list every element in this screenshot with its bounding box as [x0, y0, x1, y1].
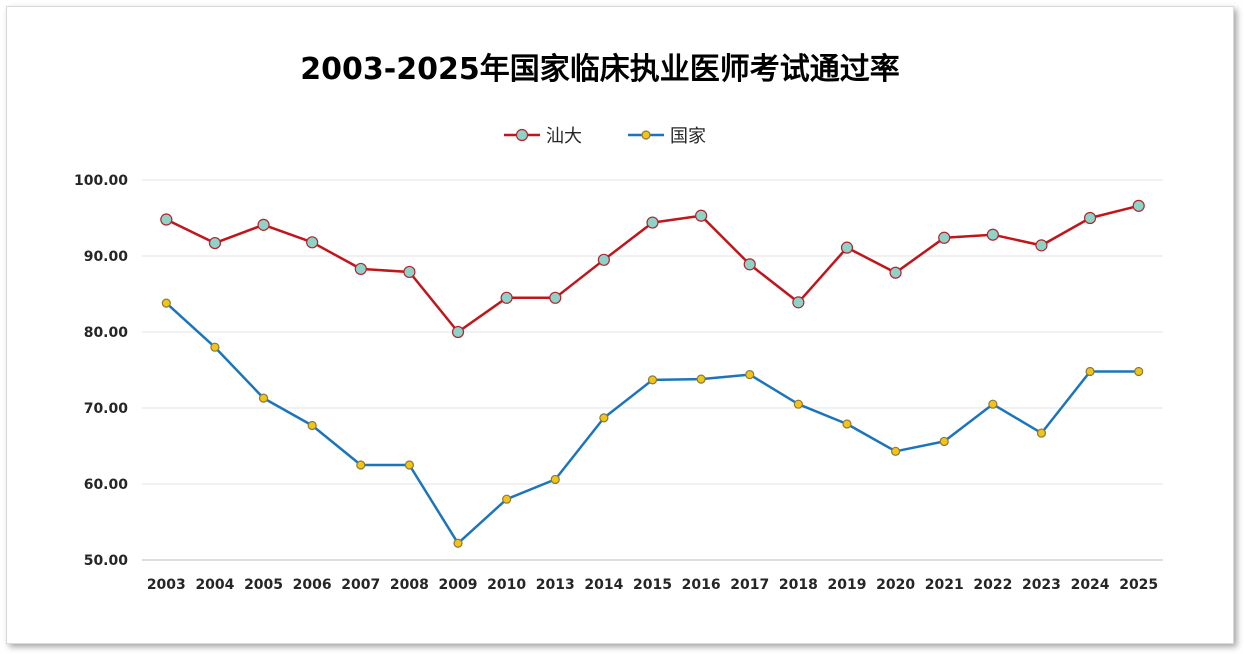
data-point-2 — [356, 460, 366, 470]
data-point-1 — [306, 236, 319, 249]
x-tick-label: 2007 — [341, 577, 380, 593]
data-point-2 — [842, 419, 852, 429]
data-point-1 — [743, 258, 756, 271]
data-point-2 — [939, 436, 949, 447]
data-point-1 — [695, 209, 708, 222]
data-point-2 — [1085, 366, 1095, 377]
data-point-2 — [307, 420, 317, 431]
data-point-2 — [1134, 366, 1144, 377]
data-point-2 — [258, 393, 269, 403]
data-point-2 — [696, 374, 706, 384]
x-tick-label: 2015 — [633, 577, 672, 593]
data-point-2 — [502, 494, 512, 504]
data-point-2 — [988, 399, 998, 409]
y-tick-label: 100.00 — [74, 173, 128, 189]
data-point-1 — [986, 228, 999, 241]
data-point-1 — [889, 266, 902, 279]
data-point-2 — [647, 375, 658, 385]
y-tick-label: 50.00 — [84, 553, 129, 569]
legend-marker-1 — [515, 128, 529, 142]
data-point-2 — [210, 342, 220, 352]
x-tick-label: 2005 — [244, 577, 283, 593]
data-point-2 — [793, 399, 803, 409]
data-point-1 — [1035, 239, 1048, 252]
data-point-1 — [646, 216, 659, 229]
x-tick-label: 2025 — [1119, 577, 1158, 593]
data-point-1 — [597, 253, 610, 266]
chart-frame — [6, 6, 1234, 644]
x-tick-label: 2022 — [973, 577, 1012, 593]
series-layer — [160, 199, 1145, 548]
data-point-1 — [257, 218, 270, 231]
x-tick-label: 2016 — [682, 577, 721, 593]
y-tick-label: 90.00 — [84, 249, 129, 265]
x-tick-label: 2020 — [876, 577, 915, 593]
data-point-2 — [745, 369, 755, 380]
x-tick-label: 2004 — [195, 577, 234, 593]
x-tick-label: 2023 — [1022, 577, 1061, 593]
data-point-2 — [453, 538, 463, 548]
data-point-1 — [1083, 211, 1097, 225]
data-point-2 — [1036, 428, 1047, 438]
data-point-1 — [208, 236, 222, 250]
legend: 汕大 国家 — [504, 126, 706, 147]
x-tick-label: 2009 — [439, 577, 478, 593]
y-axis: 50.00 60.00 70.00 80.00 90.00 100.00 — [74, 173, 128, 569]
y-tick-label: 70.00 — [84, 401, 129, 417]
data-point-1 — [500, 291, 513, 304]
data-point-1 — [403, 265, 416, 279]
data-point-1 — [840, 241, 854, 254]
x-tick-label: 2021 — [925, 577, 964, 593]
data-point-2 — [550, 474, 560, 485]
data-point-1 — [938, 231, 951, 244]
chart-title: 2003-2025年国家临床执业医师考试通过率 — [300, 52, 900, 87]
legend-label-2: 国家 — [670, 126, 706, 147]
x-axis: 2003 2004 2005 2006 2007 2008 2009 2010 2013 2014… — [147, 577, 1158, 593]
x-tick-label: 2017 — [730, 577, 769, 593]
data-point-1 — [549, 291, 562, 304]
data-point-2 — [404, 460, 415, 470]
y-tick-label: 60.00 — [84, 477, 129, 493]
data-point-2 — [890, 446, 901, 456]
x-tick-label: 2019 — [827, 577, 866, 593]
x-tick-label: 2013 — [536, 577, 575, 593]
data-point-2 — [599, 413, 609, 423]
x-tick-label: 2003 — [147, 577, 186, 593]
x-tick-label: 2010 — [487, 577, 526, 593]
x-tick-label: 2018 — [779, 577, 818, 593]
x-tick-label: 2006 — [293, 577, 332, 593]
x-tick-label: 2014 — [584, 577, 623, 593]
data-point-1 — [1132, 199, 1145, 212]
x-tick-label: 2024 — [1071, 577, 1110, 593]
y-tick-label: 80.00 — [84, 325, 129, 341]
legend-marker-2 — [641, 130, 651, 140]
data-point-1 — [792, 296, 805, 309]
legend-label-1: 汕大 — [546, 126, 582, 147]
x-tick-label: 2008 — [390, 577, 429, 593]
data-point-1 — [354, 262, 367, 276]
data-point-2 — [161, 298, 171, 308]
data-point-1 — [160, 213, 173, 226]
data-point-1 — [451, 325, 465, 339]
